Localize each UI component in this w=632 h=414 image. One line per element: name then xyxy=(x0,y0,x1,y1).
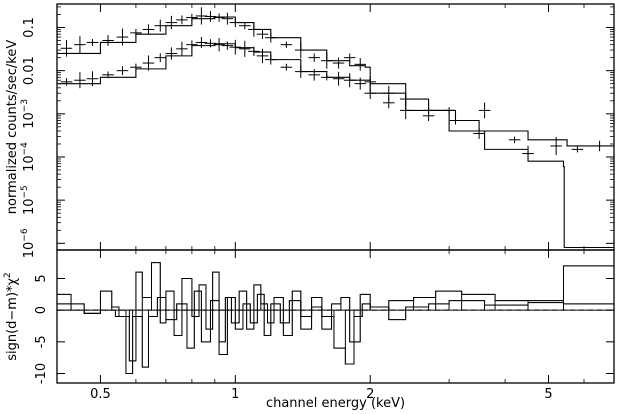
residual-bar xyxy=(527,302,564,311)
residual-panel-frame xyxy=(56,249,615,384)
residual-bar xyxy=(311,297,323,311)
residual-bar xyxy=(141,297,152,311)
residual-bar xyxy=(484,304,529,311)
residual-bar xyxy=(56,303,72,311)
y-tick-label-group: 10−5 xyxy=(20,185,37,215)
y-tick-label-group: 10−6 xyxy=(20,228,37,258)
y-tick-label-group: 10−3 xyxy=(20,99,37,129)
residual-bar xyxy=(198,284,207,311)
residual-bar xyxy=(173,309,183,336)
x-tick-label: 1 xyxy=(231,387,239,402)
y-tick-exponent: −6 xyxy=(20,228,30,242)
residual-bar xyxy=(212,271,220,311)
y-tick-exponent: −5 xyxy=(20,185,30,198)
residual-bar xyxy=(359,293,371,311)
residual-bar xyxy=(270,303,281,311)
residual-bar xyxy=(388,300,415,311)
residual-bar xyxy=(156,297,167,311)
residual-bar xyxy=(279,309,290,324)
residual-bar xyxy=(288,300,302,311)
residual-bar xyxy=(165,309,178,321)
residual-bar xyxy=(132,309,143,317)
residual-bar xyxy=(388,309,407,321)
model-line xyxy=(57,43,614,249)
residual-bar xyxy=(300,309,313,317)
x-axis-label: channel energy (keV) xyxy=(266,396,405,411)
residual-bar xyxy=(333,309,346,349)
residual-bar xyxy=(148,309,158,317)
model-line xyxy=(57,16,614,147)
residual-step-line xyxy=(57,262,614,362)
residual-bar xyxy=(563,303,615,311)
y-tick-label: 10−3 xyxy=(20,99,37,129)
residual-bar xyxy=(218,309,228,355)
residual-y-tick-label-group: 5 xyxy=(34,274,49,282)
residual-bar xyxy=(428,303,450,311)
y-tick-exponent: −4 xyxy=(20,142,30,156)
y-tick-label: 0.01 xyxy=(22,56,37,85)
residual-bar xyxy=(159,309,167,324)
y-tick-label: 10−5 xyxy=(20,185,37,215)
residual-bar xyxy=(205,309,214,330)
spectrum-panel-frame xyxy=(56,3,615,251)
spectrum-y-axis-label: normalized counts/sec/keV xyxy=(5,40,20,215)
residual-bar xyxy=(141,309,149,368)
residual-bar xyxy=(135,271,143,311)
residual-y-tick-label: -10 xyxy=(34,363,49,384)
residual-y-tick-label: 5 xyxy=(34,274,49,282)
residual-step-line xyxy=(57,265,614,374)
residual-bar xyxy=(300,309,313,330)
residual-bar xyxy=(118,309,130,317)
y-tick-label-group: 10−4 xyxy=(20,142,37,172)
residual-y-tick-label-group: -5 xyxy=(34,335,49,348)
residual-bar xyxy=(224,297,232,311)
residual-bar xyxy=(193,290,202,311)
residual-bar xyxy=(331,303,342,311)
residual-bar xyxy=(100,290,113,311)
y-tick-label: 10−4 xyxy=(20,142,37,172)
residual-bar xyxy=(353,309,363,317)
residual-bar xyxy=(321,309,335,317)
residual-y-tick-label: -5 xyxy=(34,335,49,348)
residual-bar xyxy=(151,262,161,311)
residual-y-label-exponent: 2 xyxy=(3,272,13,278)
residual-bar xyxy=(210,300,220,311)
residual-bar xyxy=(448,300,485,311)
residual-bar xyxy=(191,309,200,317)
residual-bar xyxy=(349,309,361,343)
x-tick-label: 5 xyxy=(544,387,552,402)
y-tick-label-group: 0.1 xyxy=(22,17,37,38)
y-tick-exponent: −3 xyxy=(20,99,30,112)
residual-y-axis-label: sign(d−m)*χ2 xyxy=(3,272,20,361)
y-tick-label-group: 0.01 xyxy=(22,56,37,85)
residual-bar xyxy=(165,290,175,311)
residual-bar xyxy=(56,293,72,311)
residual-bar xyxy=(340,297,351,311)
residual-bar xyxy=(361,303,371,311)
x-tick-label: 2 xyxy=(366,387,374,402)
residual-bar xyxy=(70,303,85,311)
residual-bar xyxy=(186,309,195,349)
residual-y-tick-label-group: -10 xyxy=(34,363,49,384)
y-tick-label: 10−6 xyxy=(20,228,37,258)
residual-bar xyxy=(218,309,226,343)
x-tick-label: 0.5 xyxy=(90,387,111,402)
residual-bar xyxy=(321,309,332,330)
y-tick-label: 0.1 xyxy=(22,17,37,38)
residual-y-tick-label-group: 0 xyxy=(34,306,49,314)
residual-bar xyxy=(461,293,496,311)
residual-y-tick-label: 0 xyxy=(34,306,49,314)
residual-bar xyxy=(115,309,127,317)
